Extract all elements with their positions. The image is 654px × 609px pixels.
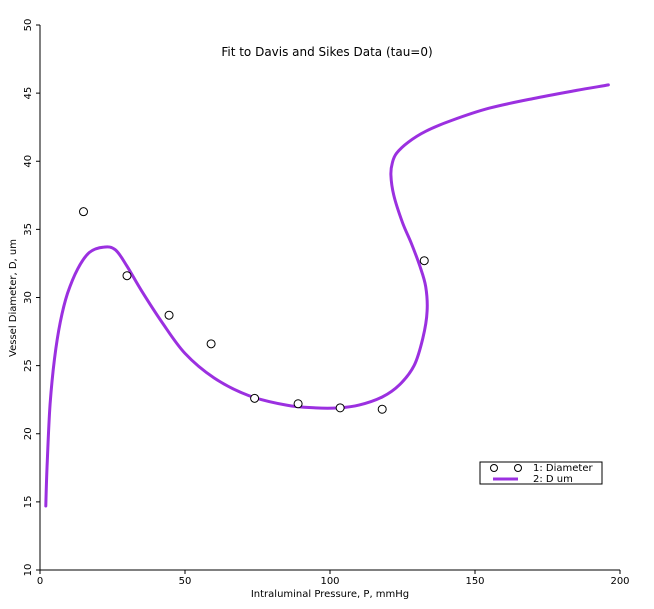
legend-label-fit: 2: D um xyxy=(533,474,573,485)
y-tick-label: 10 xyxy=(23,564,34,577)
data-point xyxy=(250,393,260,403)
x-tick-label: 200 xyxy=(610,576,629,587)
x-axis-title: Intraluminal Pressure, P, mmHg xyxy=(251,589,409,600)
fit-curve xyxy=(44,83,610,508)
data-point xyxy=(122,271,132,281)
data-point xyxy=(419,256,429,266)
data-point xyxy=(293,399,303,409)
x-tick-label: 50 xyxy=(179,576,192,587)
x-tick-label: 100 xyxy=(320,576,339,587)
data-point xyxy=(377,404,387,414)
y-tick-label: 40 xyxy=(23,155,34,168)
data-point xyxy=(335,403,345,413)
axes: 0 50 100 150 200 10 15 20 25 30 35 40 45 50 xyxy=(23,19,630,587)
y-tick-label: 25 xyxy=(23,359,34,372)
x-tick-label: 0 xyxy=(37,576,43,587)
y-tick-label: 50 xyxy=(23,19,34,32)
data-point xyxy=(79,207,88,217)
legend-marker-circle xyxy=(514,464,522,472)
y-tick-label: 35 xyxy=(23,223,34,236)
legend-label-diameter: 1: Diameter xyxy=(533,463,593,474)
x-tick-label: 150 xyxy=(465,576,484,587)
data-point xyxy=(164,310,174,320)
legend-marker-circle xyxy=(490,464,498,472)
data-point xyxy=(206,339,216,349)
y-tick-label: 15 xyxy=(23,496,34,509)
y-tick-label: 30 xyxy=(23,291,34,304)
plot-area xyxy=(44,83,610,508)
y-tick-label: 45 xyxy=(23,87,34,100)
y-axis-title: Vessel Diameter, D, um xyxy=(8,239,19,357)
y-tick-label: 20 xyxy=(23,427,34,440)
chart-title: Fit to Davis and Sikes Data (tau=0) xyxy=(221,45,432,59)
